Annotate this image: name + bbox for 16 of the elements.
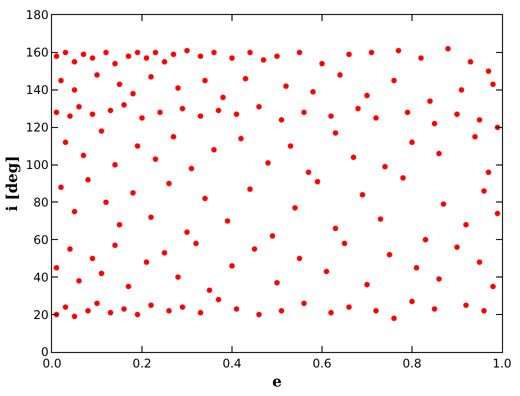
y-tick-label: 80 [33, 195, 49, 210]
x-tick-label: 0.8 [402, 356, 422, 370]
x-tick-label: 0.6 [312, 356, 332, 370]
x-axis-title: e [272, 372, 282, 390]
y-tick-label: 160 [26, 46, 49, 60]
x-tick-label: 0.2 [132, 356, 152, 370]
y-tick-label: 180 [26, 8, 49, 22]
y-axis-title: i [deg] [2, 156, 21, 212]
y-tick-label: 140 [26, 83, 49, 98]
y-tick-label: 60 [33, 232, 49, 247]
y-tick-label: 20 [33, 308, 49, 322]
y-tick-label: 40 [33, 270, 49, 284]
x-tick-label: 0.4 [222, 356, 242, 370]
y-tick-label: 120 [26, 120, 49, 135]
x-tick-label: 1.0 [492, 356, 512, 370]
y-tick-label: 100 [26, 158, 49, 172]
